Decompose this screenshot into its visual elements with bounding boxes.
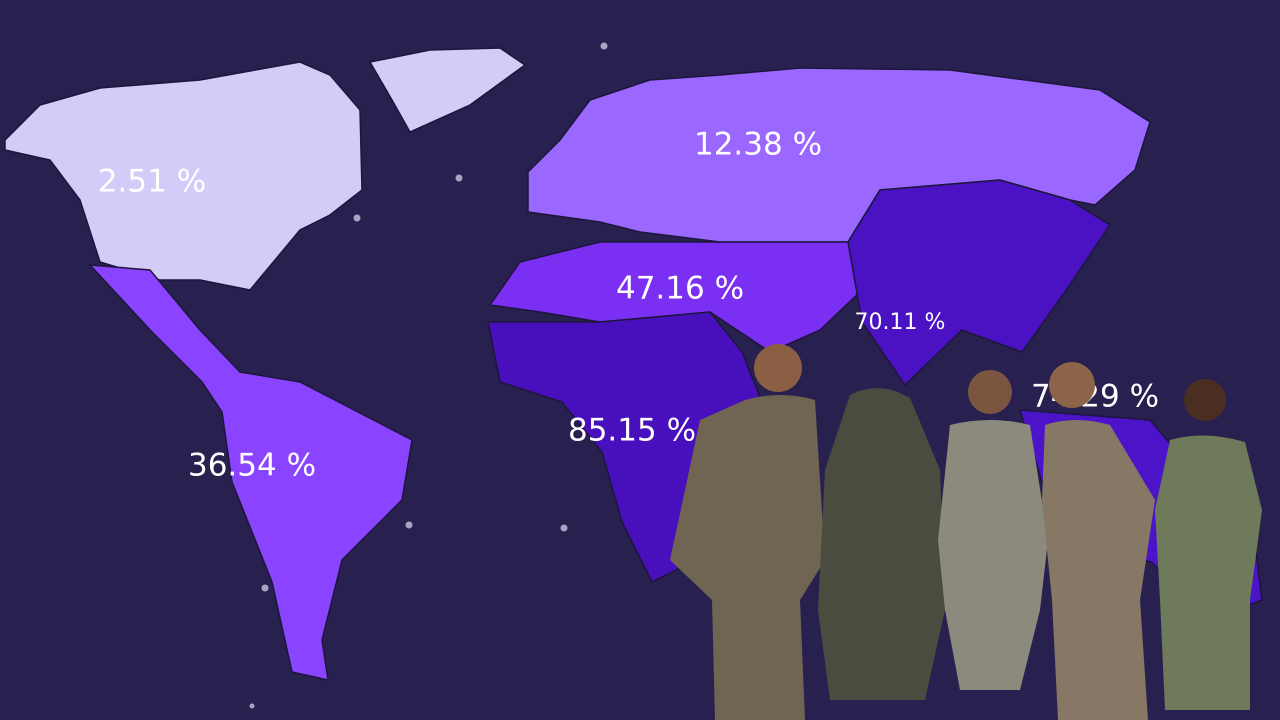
continents [4, 47, 1263, 681]
north-africa-middle-east [488, 241, 863, 353]
latin-america [88, 264, 413, 681]
dot [405, 521, 413, 529]
greenland [368, 47, 527, 133]
dot [600, 42, 608, 50]
person [1042, 362, 1155, 720]
dot [249, 703, 255, 709]
asia [847, 179, 1112, 387]
dot [353, 214, 361, 222]
stars [249, 42, 608, 709]
person [818, 388, 945, 700]
region-label: 70.11 % [855, 310, 946, 335]
people-photo [670, 344, 1262, 720]
region-label: 36.54 % [188, 448, 316, 484]
person [938, 370, 1048, 690]
dot [560, 524, 568, 532]
person [670, 344, 825, 720]
region-label: 85.15 % [568, 413, 696, 449]
person [1155, 379, 1262, 710]
north-america [4, 61, 363, 291]
region-label: 2.51 % [98, 164, 206, 200]
region-label: 47.16 % [616, 271, 744, 307]
dot [261, 584, 269, 592]
dot [455, 174, 463, 182]
region-label: 12.38 % [694, 127, 822, 163]
